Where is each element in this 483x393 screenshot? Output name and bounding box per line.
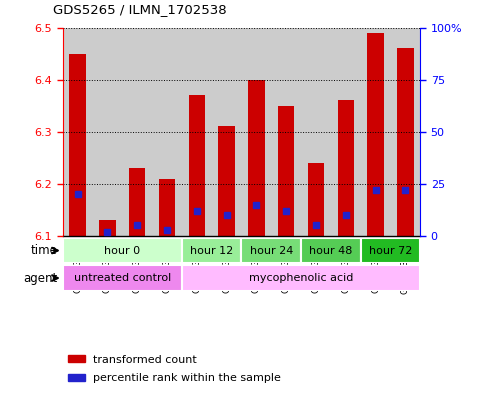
Bar [122,28,152,236]
Bar [331,28,361,236]
Bar [182,265,420,291]
Bar [63,265,182,291]
Bar [301,28,331,236]
Bar [63,238,182,263]
Text: agent: agent [24,272,58,285]
Bar [159,178,175,236]
Bar [338,100,354,236]
Bar [242,238,301,263]
Bar [182,28,212,236]
Bar [271,28,301,236]
Text: hour 12: hour 12 [190,246,233,255]
Bar [63,28,93,236]
Bar [308,163,324,236]
Bar [361,238,420,263]
Bar [368,33,384,236]
Bar [390,28,420,236]
Text: mycophenolic acid: mycophenolic acid [249,273,353,283]
Bar [248,79,265,236]
Text: untreated control: untreated control [74,273,171,283]
Bar [242,28,271,236]
Text: hour 24: hour 24 [250,246,293,255]
Bar [218,127,235,236]
Bar [68,355,85,362]
Bar [93,28,122,236]
Bar [212,28,242,236]
Text: hour 48: hour 48 [309,246,353,255]
Bar [189,95,205,236]
Bar [301,238,361,263]
Bar [182,238,242,263]
Bar [397,48,413,236]
Text: GDS5265 / ILMN_1702538: GDS5265 / ILMN_1702538 [53,3,227,16]
Bar [129,168,145,236]
Text: hour 72: hour 72 [369,246,412,255]
Bar [68,374,85,381]
Bar [278,106,294,236]
Bar [361,28,390,236]
Bar [152,28,182,236]
Bar [99,220,115,236]
Text: hour 0: hour 0 [104,246,141,255]
Text: transformed count: transformed count [93,354,197,365]
Text: percentile rank within the sample: percentile rank within the sample [93,373,281,384]
Text: time: time [31,244,58,257]
Bar [70,53,86,236]
